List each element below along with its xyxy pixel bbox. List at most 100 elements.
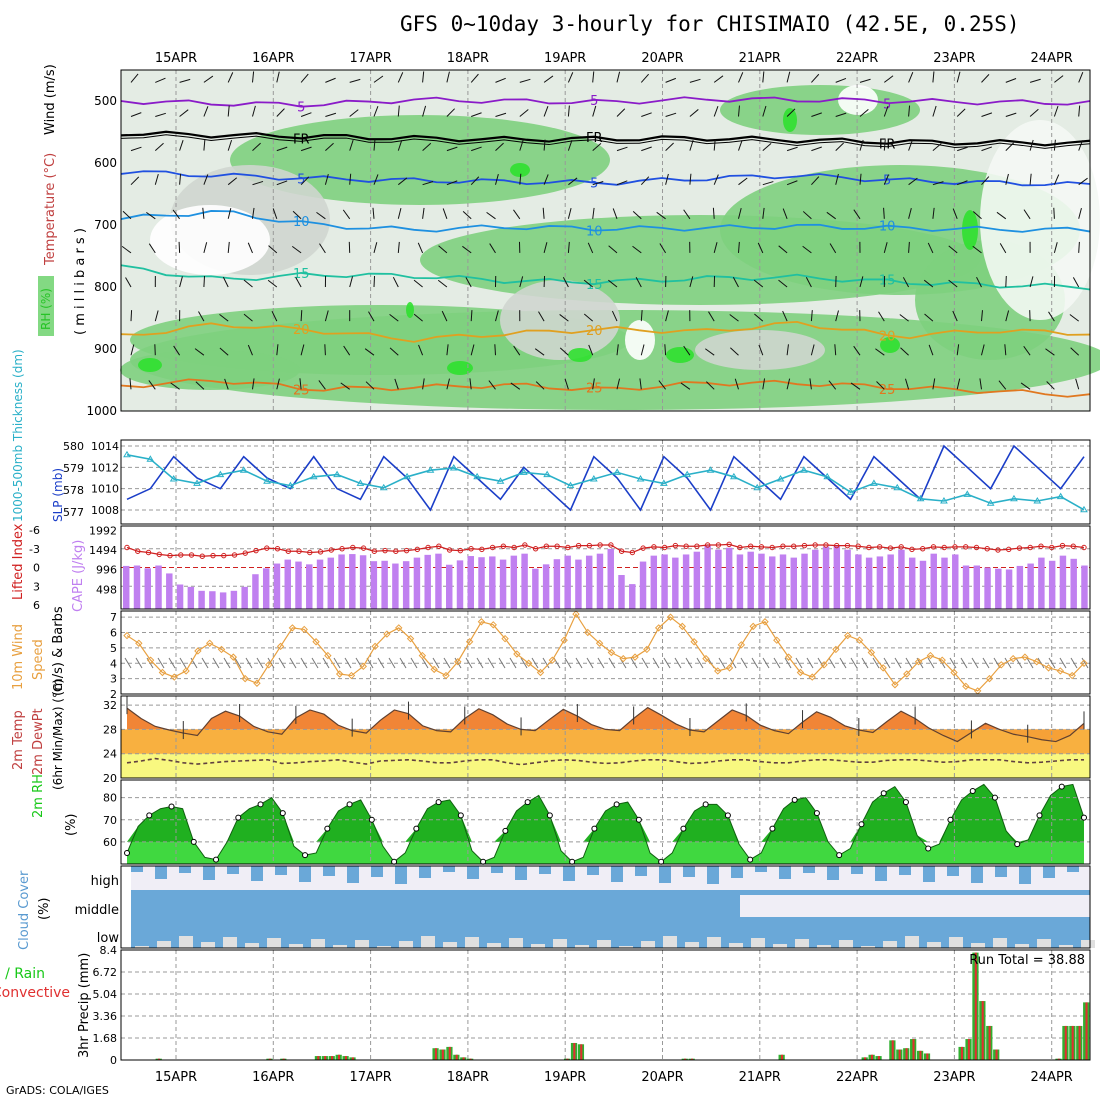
wind-barb-55 <box>729 657 737 669</box>
barb-7-36 <box>1005 310 1010 322</box>
rh-point-0 <box>124 849 130 856</box>
li-tick-1: -3 <box>29 543 40 556</box>
barb-9-17 <box>535 381 545 390</box>
cape-bar-1 <box>133 565 141 609</box>
cloud-low-43 <box>1081 940 1095 948</box>
barb-5-35 <box>972 245 982 254</box>
barb-8-37 <box>1023 345 1031 356</box>
barb-0-13 <box>446 71 450 83</box>
barb-9-38 <box>1046 381 1055 390</box>
ylabel-precip-conv: Convective <box>0 985 70 1001</box>
barb-0-34 <box>956 71 961 83</box>
barb-8-21 <box>640 344 645 356</box>
barb-7-31 <box>878 311 885 322</box>
li-point-4 <box>167 552 173 559</box>
barb-4-35 <box>972 211 982 220</box>
wind-point-44 <box>643 645 651 654</box>
barb-3-25 <box>738 177 748 186</box>
barb-7-10 <box>368 311 375 322</box>
barb-5-21 <box>632 245 642 254</box>
barb-6-13 <box>437 279 448 288</box>
thickness-point-0 <box>123 450 131 458</box>
thickness-point-1 <box>146 455 155 462</box>
date-bottom-0: 15APR <box>155 1070 197 1085</box>
barb-1-4 <box>227 105 230 117</box>
panel-cloud-frame <box>120 865 1091 949</box>
ylabel-precip: 3hr Precip (mm) <box>77 953 92 1058</box>
cloud-high-gap-15 <box>491 866 503 873</box>
wind-barb-80 <box>1004 657 1012 669</box>
cape-bar-52 <box>682 554 690 609</box>
li-point-7 <box>199 553 205 559</box>
cape-tick-1: 996 <box>96 564 117 577</box>
ylabel-temp-2: 2m DewPt <box>31 708 46 775</box>
barb-5-22 <box>659 243 667 254</box>
wind-point-37 <box>560 636 568 644</box>
barb-9-31 <box>876 381 885 390</box>
li-point-13 <box>264 545 270 551</box>
barb-1-23 <box>689 109 699 117</box>
barb-5-20 <box>608 245 618 254</box>
wind-barb-38 <box>542 657 550 669</box>
li-point-39 <box>543 543 550 549</box>
thickness-point-38 <box>1010 494 1018 502</box>
barb-4-13 <box>442 208 448 219</box>
temp-tick-2: 28 <box>103 723 117 736</box>
precip-conv-66 <box>580 1044 583 1060</box>
barb-5-25 <box>738 241 740 253</box>
wind-barb-26 <box>410 657 418 669</box>
contour-6 <box>120 378 1091 398</box>
barb-8-16 <box>513 345 521 356</box>
barb-0-14 <box>470 73 479 83</box>
cloud-high-gap-26 <box>755 866 767 872</box>
barb-2-24 <box>713 139 716 151</box>
rh-point-12 <box>257 801 264 808</box>
barb-8-23 <box>683 345 691 356</box>
wind-point-18 <box>335 670 344 678</box>
thickness-point-3 <box>193 479 201 486</box>
slp-tick-3: 1014 <box>91 440 119 453</box>
rh-point-80 <box>1014 841 1021 848</box>
li-point-87 <box>1059 542 1066 549</box>
mb-tick-5: 1000 <box>86 404 117 418</box>
cape-bar-34 <box>489 556 496 609</box>
wind-point-73 <box>985 674 994 683</box>
barb-6-16 <box>519 276 524 288</box>
wind-point-9 <box>229 653 238 661</box>
cloud-high-gap-23 <box>683 866 695 877</box>
cloud-low-4 <box>223 937 237 948</box>
temp-mid-band <box>121 729 1090 754</box>
wind-barb-3 <box>157 657 165 669</box>
barb-4-37 <box>1023 209 1031 220</box>
cape-bar-80 <box>984 567 991 609</box>
barb-6-27 <box>778 279 788 288</box>
wind-barb-35 <box>509 657 517 669</box>
barb-0-37 <box>1029 78 1041 83</box>
precip-conv-138 <box>1078 1025 1081 1060</box>
barb-7-8 <box>324 310 329 322</box>
barb-0-32 <box>908 72 914 83</box>
date-bottom-3: 18APR <box>447 1070 489 1085</box>
barb-2-16 <box>519 139 524 151</box>
barb-3-16 <box>519 173 522 185</box>
ylabel-precip-total: Total / Rain <box>0 966 45 982</box>
li-point-53 <box>694 543 700 549</box>
li-point-45 <box>608 542 614 548</box>
rh-point-6 <box>190 838 197 845</box>
rh-point-2 <box>146 812 153 819</box>
barb-6-25 <box>732 277 739 288</box>
date-bottom-1: 16APR <box>252 1070 294 1085</box>
wind-barb-30 <box>454 657 462 669</box>
barb-3-24 <box>713 174 719 185</box>
cloud-low-13 <box>421 936 435 948</box>
barb-6-19 <box>583 279 594 288</box>
rh-point-74 <box>947 816 954 823</box>
barb-0-26 <box>762 71 765 83</box>
barb-1-7 <box>300 112 312 117</box>
cloud-middle-area <box>740 895 1090 917</box>
wind-point-48 <box>690 638 698 646</box>
rh-point-14 <box>279 810 286 817</box>
cloud-high-gap-19 <box>587 866 599 875</box>
rh-point-36 <box>524 799 531 806</box>
barb-4-15 <box>486 211 496 220</box>
